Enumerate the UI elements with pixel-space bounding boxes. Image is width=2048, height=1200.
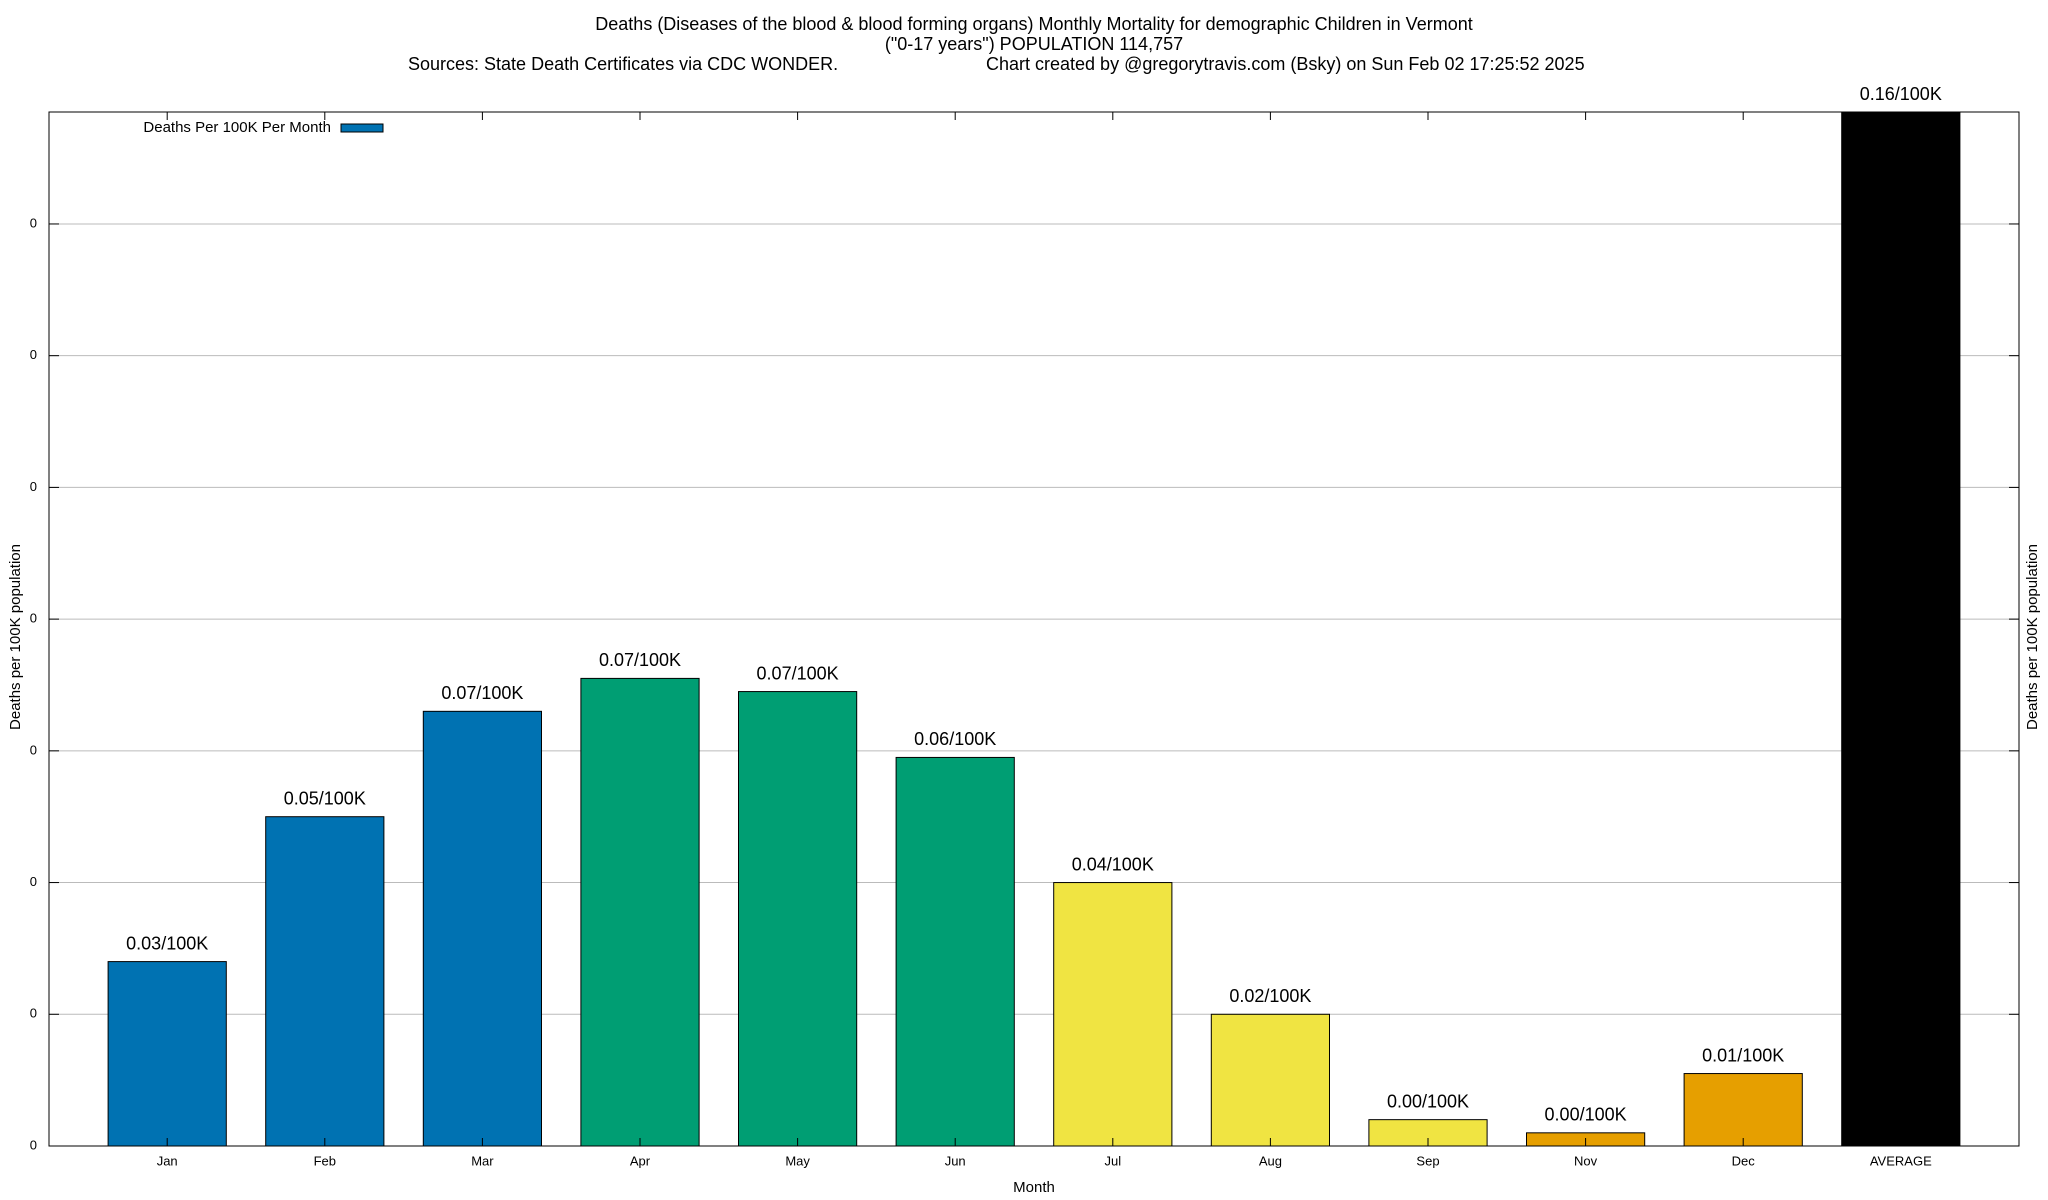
value-label: 0.07/100K [599, 650, 681, 670]
bar [265, 816, 385, 1146]
bar [1210, 1013, 1331, 1146]
value-label: 0.06/100K [914, 729, 996, 749]
y-tick-label: 0 [30, 611, 37, 626]
y-tick-label: 0 [30, 215, 37, 230]
bar [895, 756, 1015, 1146]
y-tick-label: 0 [30, 1006, 37, 1021]
bar [1841, 112, 1961, 1146]
bar [1683, 1073, 1803, 1146]
bar [422, 710, 542, 1146]
x-tick-label: Sep [1416, 1153, 1439, 1168]
x-tick-label: Nov [1574, 1153, 1598, 1168]
x-tick-label: Apr [630, 1153, 651, 1168]
value-label: 0.00/100K [1387, 1091, 1469, 1111]
bar [107, 961, 227, 1146]
chart-source: Sources: State Death Certificates via CD… [408, 54, 838, 74]
plot-frame [48, 111, 2020, 1147]
value-label: 0.04/100K [1072, 854, 1154, 874]
legend-label: Deaths Per 100K Per Month [143, 119, 331, 136]
x-tick-label: AVERAGE [1870, 1153, 1932, 1168]
y-tick-label: 0 [30, 874, 37, 889]
x-tick-label: Jan [157, 1153, 178, 1168]
value-label: 0.07/100K [441, 683, 523, 703]
x-tick-label: Jul [1104, 1153, 1121, 1168]
y-tick-label: 0 [30, 742, 37, 757]
chart-subtitle: ("0-17 years") POPULATION 114,757 [885, 34, 1183, 54]
chart-title: Deaths (Diseases of the blood & blood fo… [595, 14, 1472, 34]
value-label: 0.05/100K [284, 788, 366, 808]
x-axis-label: Month [1013, 1179, 1055, 1196]
value-label: 0.01/100K [1702, 1045, 1784, 1065]
y-tick-label: 0 [30, 479, 37, 494]
x-tick-label: Mar [471, 1153, 494, 1168]
value-label: 0.03/100K [126, 933, 208, 953]
y-axis-label: Deaths per 100K population [7, 544, 24, 730]
x-tick-label: Aug [1259, 1153, 1282, 1168]
bar [738, 691, 858, 1146]
x-tick-label: May [785, 1153, 810, 1168]
y2-axis-label: Deaths per 100K population [2024, 544, 2041, 730]
y-tick-label: 0 [30, 1137, 37, 1152]
bar [580, 677, 700, 1146]
legend-swatch [340, 123, 384, 133]
x-tick-label: Jun [945, 1153, 966, 1168]
plot-area [107, 112, 1961, 1146]
value-label: 0.07/100K [757, 663, 839, 683]
y-tick-label: 0 [30, 347, 37, 362]
value-label: 0.16/100K [1860, 84, 1942, 104]
bar [1053, 882, 1173, 1146]
chart-credit: Chart created by @gregorytravis.com (Bsk… [986, 54, 1585, 74]
value-label: 0.02/100K [1229, 986, 1311, 1006]
x-tick-label: Feb [314, 1153, 336, 1168]
x-tick-label: Dec [1732, 1153, 1756, 1168]
value-label: 0.00/100K [1545, 1105, 1627, 1125]
